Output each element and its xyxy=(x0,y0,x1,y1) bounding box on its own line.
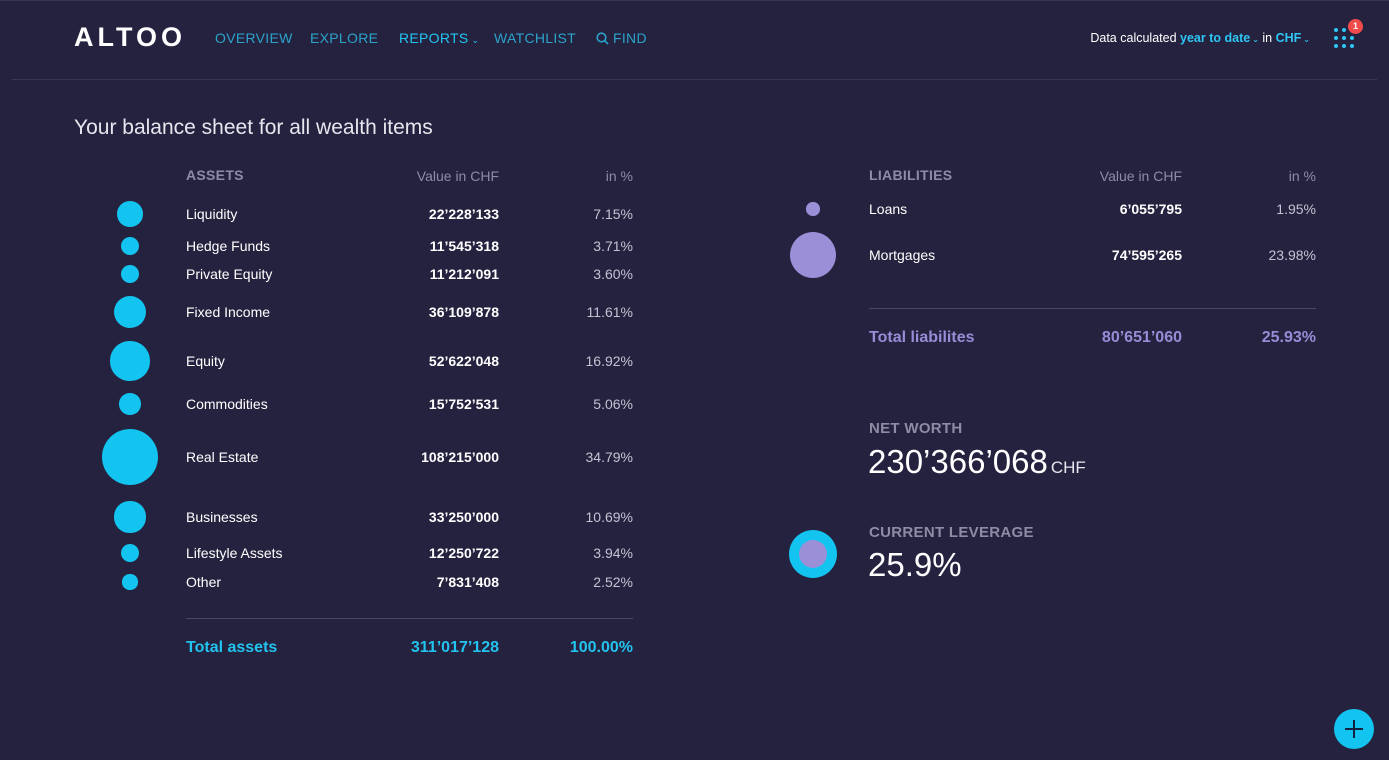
asset-label: Lifestyle Assets xyxy=(186,545,283,561)
total-liabilities-pct: 25.93% xyxy=(1261,329,1316,346)
asset-value: 33’250’000 xyxy=(428,509,499,525)
total-assets-pct: 100.00% xyxy=(569,639,633,656)
page-title: Your balance sheet for all wealth items xyxy=(74,116,433,139)
asset-pct: 7.15% xyxy=(593,206,633,222)
asset-value: 52’622’048 xyxy=(428,353,499,369)
asset-bubble xyxy=(114,501,146,533)
asset-pct: 10.69% xyxy=(585,509,633,525)
asset-label: Private Equity xyxy=(186,266,273,282)
chevron-down-icon: ⌄ xyxy=(1303,35,1310,44)
asset-label: Hedge Funds xyxy=(186,238,271,254)
notification-badge: 1 xyxy=(1348,19,1363,34)
top-bar: ALTOO OVERVIEW EXPLORE REPORTS ⌄ WATCHLIS… xyxy=(0,0,1389,80)
nav-reports-label: REPORTS xyxy=(399,30,469,46)
liabilities-divider xyxy=(869,308,1316,309)
asset-pct: 16.92% xyxy=(585,353,633,369)
asset-value: 11’545’318 xyxy=(429,238,499,254)
total-liabilities-value: 80’651’060 xyxy=(1101,329,1182,346)
asset-pct: 3.71% xyxy=(593,238,633,254)
asset-value: 108’215’000 xyxy=(421,449,499,465)
header-divider xyxy=(12,79,1377,80)
net-worth-label: NET WORTH xyxy=(869,420,963,437)
top-border xyxy=(0,0,1389,1)
asset-label: Real Estate xyxy=(186,449,259,465)
assets-value-header: Value in CHF xyxy=(416,168,499,184)
asset-pct: 3.94% xyxy=(593,545,633,561)
asset-pct: 5.06% xyxy=(593,396,633,412)
leverage-indicator xyxy=(789,530,837,578)
apps-menu-button[interactable]: 1 xyxy=(1334,19,1363,49)
asset-bubble xyxy=(122,574,138,590)
add-button[interactable] xyxy=(1334,709,1374,749)
nav-find-label: FIND xyxy=(613,30,647,46)
asset-label: Liquidity xyxy=(186,206,238,222)
asset-pct: 2.52% xyxy=(593,574,633,590)
nav-overview[interactable]: OVERVIEW xyxy=(215,30,293,46)
nav-reports[interactable]: REPORTS ⌄ xyxy=(399,30,479,46)
liability-bubble xyxy=(806,202,820,216)
nav-find[interactable]: FIND xyxy=(596,30,647,48)
asset-label: Other xyxy=(186,574,222,590)
asset-value: 11’212’091 xyxy=(429,266,499,282)
liability-pct: 1.95% xyxy=(1276,201,1316,217)
nav-watchlist[interactable]: WATCHLIST xyxy=(494,30,577,46)
calc-prefix: Data calculated xyxy=(1090,31,1177,45)
liability-label: Mortgages xyxy=(869,247,936,263)
plus-icon xyxy=(1345,720,1363,738)
asset-bubble xyxy=(120,265,139,284)
total-liabilities-label: Total liabilites xyxy=(869,329,975,346)
total-assets-value: 311’017’128 xyxy=(410,639,499,656)
altoo-logo[interactable]: ALTOO xyxy=(74,22,186,52)
chevron-down-icon: ⌄ xyxy=(1252,35,1259,44)
liabilities-pct-header: in % xyxy=(1288,168,1316,184)
liability-label: Loans xyxy=(869,201,908,217)
leverage-inner-dot xyxy=(799,540,827,568)
asset-bubble xyxy=(101,428,158,486)
net-worth-unit: CHF xyxy=(1050,458,1086,477)
liabilities-value-header: Value in CHF xyxy=(1099,168,1182,184)
chevron-down-icon: ⌄ xyxy=(471,35,480,45)
asset-label: Equity xyxy=(186,353,225,369)
asset-bubble xyxy=(119,393,141,415)
liabilities-heading: LIABILITIES xyxy=(869,167,953,183)
calc-in: in xyxy=(1262,31,1273,45)
asset-bubble xyxy=(120,236,140,256)
currency-dropdown[interactable]: CHF ⌄ xyxy=(1276,31,1310,45)
asset-label: Commodities xyxy=(186,396,268,412)
leverage-value: 25.9% xyxy=(868,546,962,583)
total-assets-label: Total assets xyxy=(186,639,278,656)
assets-divider xyxy=(186,618,633,619)
asset-bubble xyxy=(113,295,147,329)
leverage-label: CURRENT LEVERAGE xyxy=(869,524,1034,541)
period-dropdown[interactable]: year to date ⌄ xyxy=(1180,31,1259,45)
net-worth-amount: 230’366’068 CHF xyxy=(868,443,1086,481)
asset-bubble xyxy=(117,201,143,227)
asset-pct: 3.60% xyxy=(593,266,633,282)
liability-value: 6’055’795 xyxy=(1119,201,1182,217)
assets-pct-header: in % xyxy=(605,168,633,184)
asset-label: Businesses xyxy=(186,509,258,525)
liability-pct: 23.98% xyxy=(1268,247,1316,263)
nav-explore[interactable]: EXPLORE xyxy=(310,30,379,46)
asset-pct: 11.61% xyxy=(586,304,633,320)
assets-heading: ASSETS xyxy=(186,167,244,183)
asset-value: 36’109’878 xyxy=(428,304,499,320)
search-icon xyxy=(596,32,609,48)
asset-value: 12’250’722 xyxy=(428,545,499,561)
net-worth-value: 230’366’068 xyxy=(868,443,1048,480)
asset-value: 15’752’531 xyxy=(428,396,499,412)
asset-label: Fixed Income xyxy=(186,304,271,320)
asset-value: 7’831’408 xyxy=(436,574,499,590)
asset-bubble xyxy=(110,341,150,381)
period-value: year to date xyxy=(1180,31,1251,45)
currency-value: CHF xyxy=(1275,31,1302,45)
asset-pct: 34.79% xyxy=(585,449,633,465)
asset-value: 22’228’133 xyxy=(428,206,499,222)
liability-value: 74’595’265 xyxy=(1111,247,1182,263)
data-calculation-selector: Data calculated year to date ⌄ in CHF ⌄ xyxy=(1090,31,1310,45)
asset-bubble xyxy=(120,543,140,563)
liability-bubble xyxy=(789,231,837,279)
